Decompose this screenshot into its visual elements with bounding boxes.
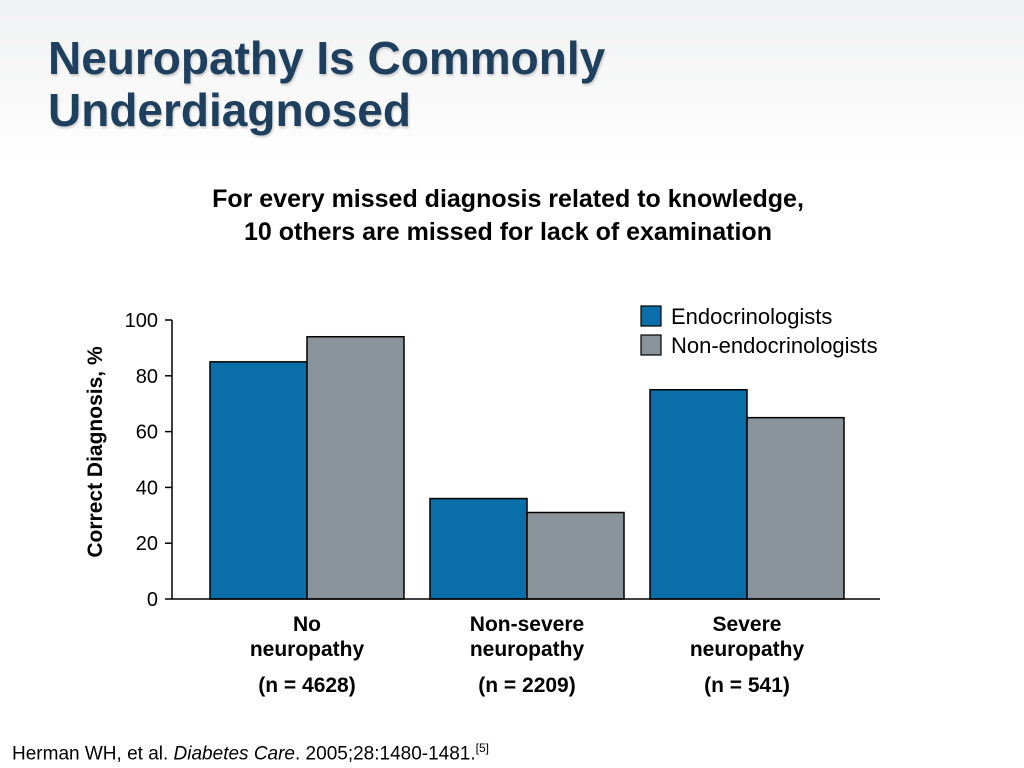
y-axis-title: Correct Diagnosis, % [84, 346, 107, 558]
legend-label-endocrinologists: Endocrinologists [671, 304, 832, 329]
citation: Herman WH, et al. Diabetes Care. 2005;28… [12, 741, 489, 765]
title-line-2: Underdiagnosed [48, 84, 411, 136]
x-category-label-0-line-2: (n = 4628) [258, 674, 355, 697]
legend-swatch-endocrinologists [640, 305, 662, 327]
bar-non-endocrinologists-2 [746, 416, 845, 600]
legend-swatch-non-endocrinologists [640, 334, 662, 356]
bar-non-endocrinologists-0 [306, 335, 405, 600]
citation-authors: Herman WH, et al. [12, 743, 174, 765]
x-category-label-1-line-0: Non-severe [470, 613, 584, 636]
bar-endocrinologists-2 [649, 389, 748, 600]
x-category-label-0-line-1: neuropathy [250, 638, 365, 661]
x-category-label-1-line-1: neuropathy [470, 638, 585, 661]
y-tick-label-100: 100 [125, 310, 158, 332]
subtitle-line-1: For every missed diagnosis related to kn… [212, 185, 804, 213]
y-tick-label-80: 80 [136, 366, 158, 388]
title-line-1: Neuropathy Is Commonly [48, 32, 606, 84]
bar-non-endocrinologists-1 [526, 511, 625, 600]
y-tick-label-20: 20 [136, 533, 158, 555]
x-category-label-1-line-2: (n = 2209) [478, 674, 575, 697]
x-category-label-2-line-0: Severe [713, 613, 782, 636]
bar-endocrinologists-1 [429, 497, 528, 600]
citation-journal: Diabetes Care [173, 743, 295, 765]
citation-ref: [5] [475, 741, 490, 755]
chart-subtitle: For every missed diagnosis related to kn… [0, 183, 1016, 249]
legend-label-non-endocrinologists: Non-endocrinologists [671, 333, 878, 358]
subtitle-line-2: 10 others are missed for lack of examina… [244, 218, 772, 246]
y-tick-label-60: 60 [136, 422, 158, 444]
bar-endocrinologists-0 [209, 361, 308, 600]
x-category-label-2-line-2: (n = 541) [704, 674, 790, 697]
x-category-label-2-line-1: neuropathy [690, 638, 805, 661]
citation-details: . 2005;28:1480-1481. [295, 743, 476, 765]
x-category-label-0-line-0: No [293, 613, 321, 636]
y-tick-label-40: 40 [136, 477, 158, 499]
y-tick-label-0: 0 [147, 589, 158, 611]
slide-title: Neuropathy Is Commonly Underdiagnosed [48, 32, 948, 136]
header-band [0, 0, 1024, 160]
